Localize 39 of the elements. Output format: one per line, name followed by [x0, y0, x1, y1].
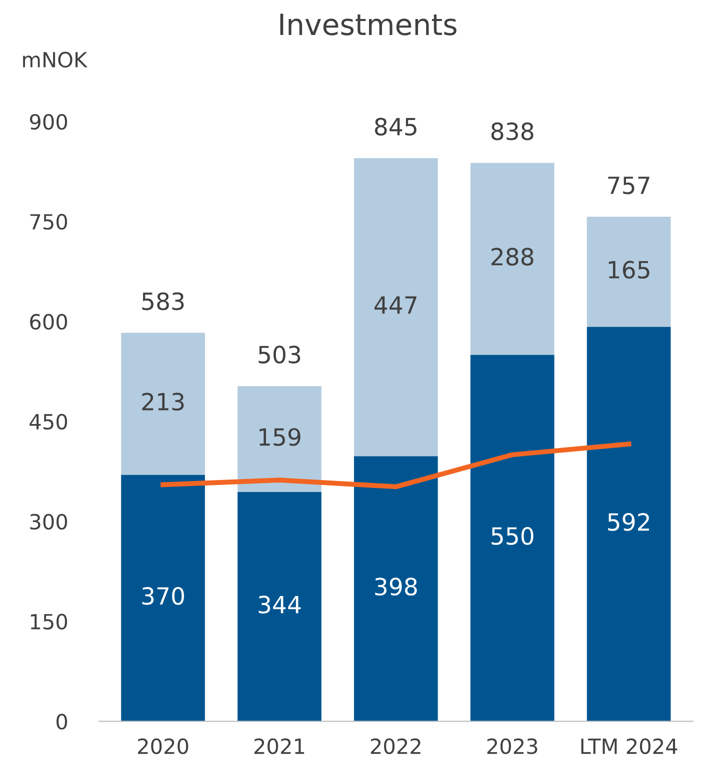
x-tick-label: 2023 — [487, 738, 538, 754]
bar — [586, 326, 671, 722]
data-label: 550 — [492, 527, 534, 545]
bar — [121, 474, 205, 722]
data-label: 398 — [375, 578, 417, 596]
x-tick-label: LTM 2024 — [581, 738, 678, 754]
bar — [470, 354, 554, 722]
total-label: 503 — [258, 346, 300, 364]
x-tick-label: 2022 — [370, 738, 420, 754]
y-tick-label: 900 — [30, 114, 68, 130]
bar — [586, 216, 671, 327]
y-tick-label: 600 — [30, 314, 68, 330]
bar — [238, 386, 322, 492]
chart-title: Investments — [280, 14, 456, 36]
data-label: 344 — [258, 596, 301, 614]
bar — [470, 162, 554, 355]
y-tick-label: 450 — [30, 414, 68, 430]
y-tick-label: 750 — [30, 214, 68, 230]
bar — [238, 492, 322, 722]
total-label: 583 — [142, 292, 184, 310]
bar — [121, 332, 205, 475]
x-tick-label: 2021 — [254, 738, 304, 754]
data-label: 159 — [260, 428, 300, 446]
bar — [354, 456, 438, 722]
data-label: 288 — [492, 248, 534, 266]
total-label: 757 — [608, 176, 650, 194]
data-label: 447 — [374, 296, 416, 314]
data-label: 592 — [608, 513, 649, 531]
total-label: 838 — [491, 122, 534, 140]
y-tick-label: 0 — [56, 714, 68, 730]
total-label: 845 — [374, 118, 416, 136]
y-axis-title: mNOK — [23, 52, 88, 68]
data-label: 165 — [608, 260, 650, 279]
y-tick-label: 150 — [30, 614, 68, 630]
bar — [354, 158, 438, 456]
data-label: 213 — [142, 392, 184, 411]
y-tick-label: 300 — [30, 514, 68, 530]
data-label: 370 — [142, 587, 184, 605]
x-tick-label: 2020 — [138, 738, 188, 754]
